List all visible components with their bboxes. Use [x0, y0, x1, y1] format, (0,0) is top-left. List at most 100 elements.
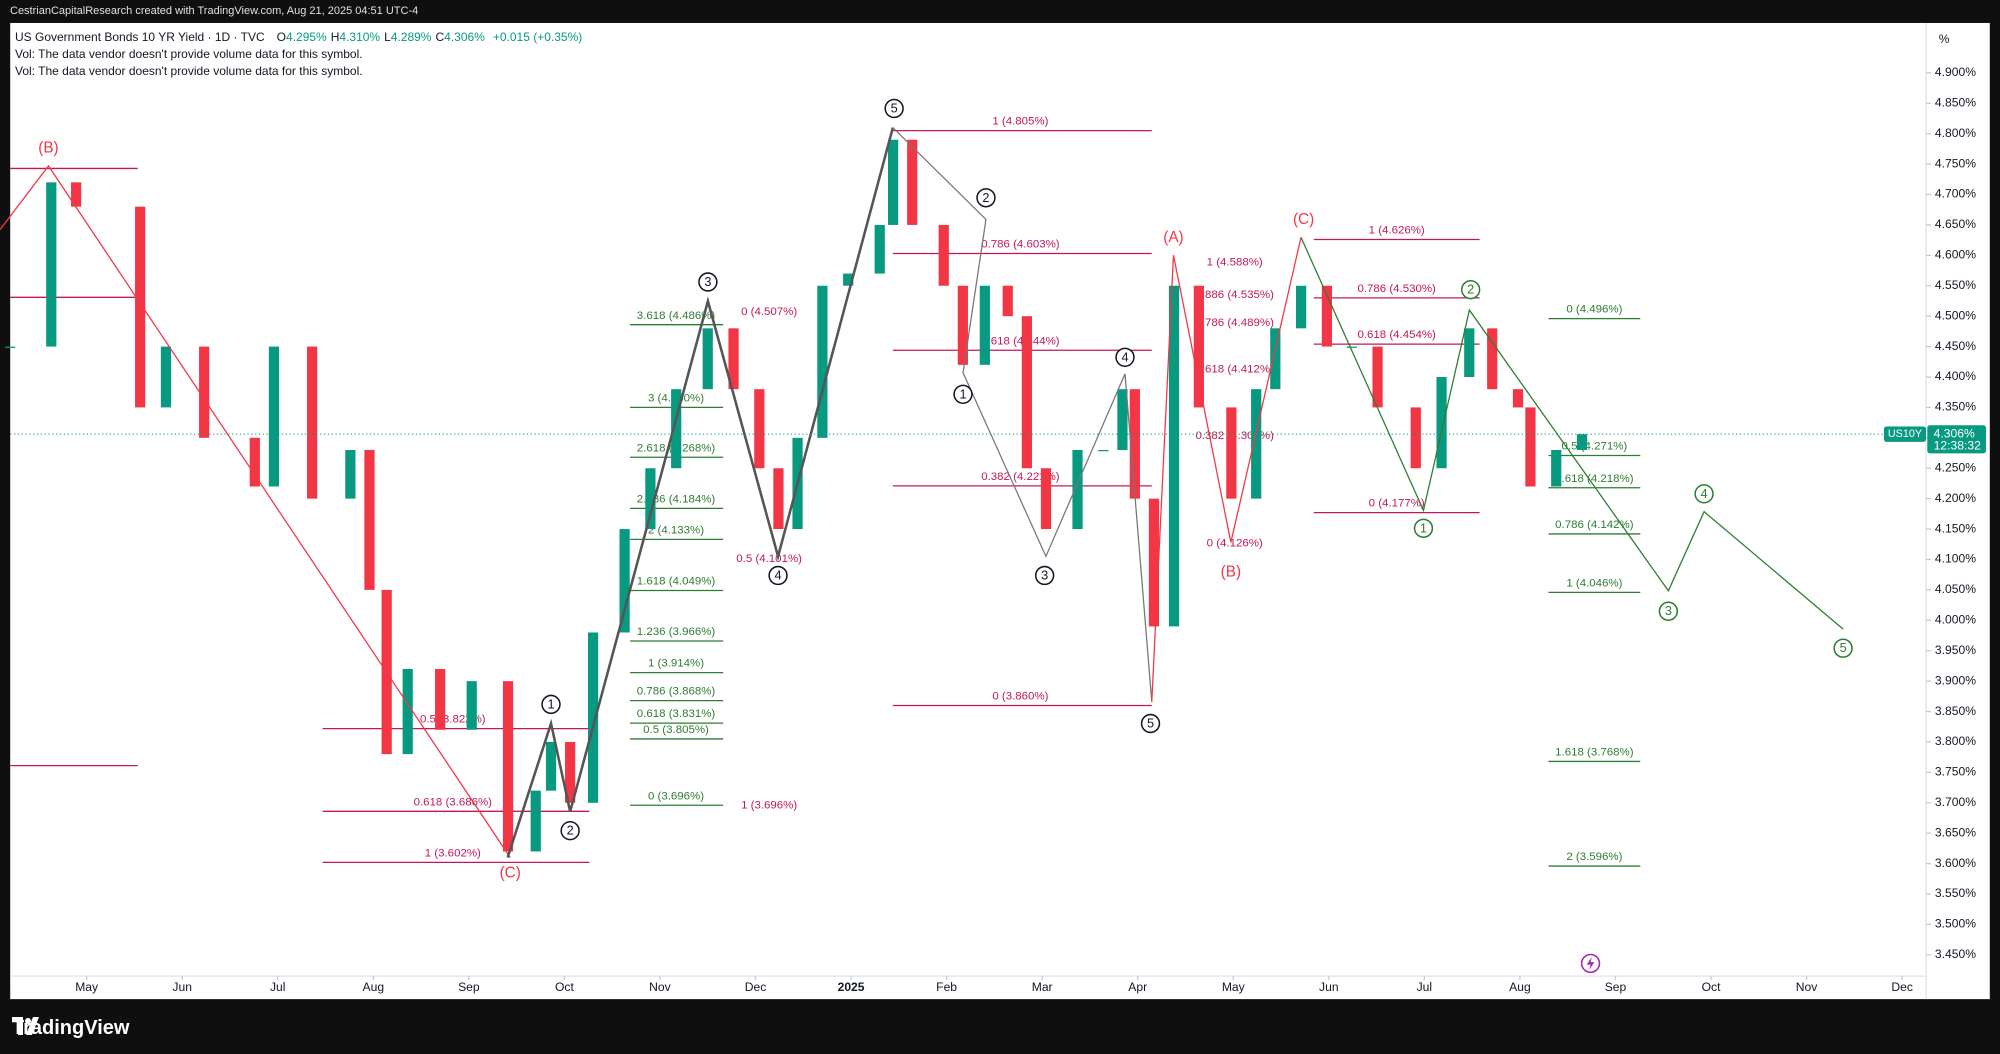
y-tick-label: 3.850%: [1935, 704, 1976, 718]
fib-label: 0.618 (4.454%): [1357, 329, 1436, 341]
fib-label: 0.786 (3.868%): [637, 686, 716, 698]
y-tick-label: 4.200%: [1935, 491, 1976, 505]
lightning-icon: [1580, 953, 1601, 974]
candle-body: [1487, 328, 1498, 390]
fib-label: 0.618 (3.686%): [414, 796, 493, 808]
candle-body: [268, 346, 280, 487]
fib-label: 0 (3.860%): [992, 691, 1048, 703]
fib-label: 1.618 (3.768%): [1555, 747, 1634, 759]
fib-layer: 1 (4.805%) 0.786 (4.603%) 0.618 (4.444%) 0.…: [10, 116, 1641, 867]
y-tick-label: 3.800%: [1935, 734, 1976, 748]
candle-body: [1117, 389, 1128, 450]
wave-label: 3: [1665, 603, 1672, 618]
wave-circle: [560, 820, 580, 841]
x-tick-label: Feb: [936, 980, 957, 994]
y-tick-label: 4.000%: [1935, 613, 1976, 627]
wave-circle: [1833, 638, 1853, 658]
candle-body: [71, 182, 82, 207]
y-tick-label: 4.650%: [1935, 217, 1976, 231]
x-tick-label: Oct: [1702, 980, 1721, 994]
wave-label: 4: [1121, 349, 1128, 364]
chart-background: [10, 22, 1990, 1000]
legend: US Government Bonds 10 YR Yield · 1D · T…: [15, 29, 586, 80]
fib-label: 0.886 (4.535%): [1195, 289, 1274, 301]
candle-body: [1168, 285, 1180, 627]
fib-label: 0.5 (4.271%): [1562, 441, 1628, 453]
y-tick-label: 4.400%: [1935, 369, 1976, 383]
wave-label: 5: [1147, 716, 1154, 731]
wave-circle: [1115, 347, 1135, 367]
y-tick-label: 4.850%: [1935, 95, 1976, 109]
candle-body: [364, 449, 375, 590]
fib-label: 0 (4.507%): [741, 306, 797, 318]
wave-label: 1: [547, 696, 554, 711]
countdown-text: 12:38:32: [1934, 438, 1981, 452]
y-tick-label: 4.900%: [1935, 65, 1976, 79]
wave-circle: [1034, 565, 1055, 586]
candle-body: [199, 346, 210, 438]
ohlc-value: 4.295%: [286, 30, 327, 44]
x-tick-label: Jul: [1417, 980, 1432, 994]
candle-body: [619, 529, 630, 633]
x-tick-label: 2025: [838, 980, 865, 994]
wave-circle: [698, 272, 718, 292]
candle-body: [1226, 407, 1237, 499]
x-tick-label: Aug: [363, 980, 385, 994]
wave-circle: [1460, 279, 1481, 300]
candle-body: [1512, 389, 1524, 408]
x-tick-label: Nov: [649, 980, 671, 994]
wave-label: 2: [1467, 282, 1474, 297]
candle-body: [773, 468, 784, 530]
candle-body: [938, 224, 949, 286]
y-tick-label: 4.150%: [1935, 521, 1976, 535]
candle-body: [1321, 285, 1333, 347]
ohlc-key: L: [384, 30, 391, 44]
fib-label: 0.786 (4.603%): [981, 239, 1060, 251]
candle-body: [1346, 346, 1357, 348]
wave-label: (A): [1163, 229, 1183, 246]
candle-body: [754, 389, 765, 469]
fib-label: 0.786 (4.142%): [1555, 519, 1634, 531]
fib-label: 0.5 (3.805%): [643, 724, 709, 736]
y-tick-label: 4.800%: [1935, 126, 1976, 140]
wave-circle: [1140, 713, 1161, 734]
y-tick-label: 4.250%: [1935, 460, 1976, 474]
candle-body: [435, 668, 446, 730]
ohlc-key: H: [330, 30, 340, 44]
price-tag-text: 4.306%: [1934, 426, 1975, 440]
symbol-tag: [1883, 426, 1927, 442]
fib-label: 0.5 (4.101%): [736, 553, 802, 565]
candle-body: [135, 206, 146, 408]
candle-body: [979, 285, 990, 365]
wave-circle: [768, 565, 788, 586]
candle-body: [1372, 346, 1383, 408]
x-tick-label: Sep: [1605, 980, 1627, 994]
x-tick-label: Jun: [172, 980, 192, 994]
fib-label: 2 (4.133%): [648, 525, 704, 537]
price-tag: [1927, 425, 1986, 454]
wave-label: (B): [38, 140, 58, 157]
wave-line: [506, 127, 895, 858]
wave-circle: [953, 384, 973, 404]
x-tick-label: May: [75, 980, 99, 994]
fib-label: 0.618 (4.444%): [981, 335, 1060, 347]
ohlc: O4.295% H4.310% L4.289% C4.306%: [277, 30, 489, 44]
wave-circle: [1658, 601, 1679, 621]
candle-body: [1296, 285, 1307, 329]
x-tick-label: Mar: [1032, 980, 1053, 994]
logo: TradingView: [12, 1017, 129, 1040]
fib-label: 0.786 (4.489%): [1195, 317, 1274, 329]
wave-circle: [976, 188, 996, 208]
fib-label: 3.618 (4.486%): [637, 310, 716, 322]
fib-label: 1.618 (4.049%): [637, 576, 716, 588]
y-tick-label: 3.700%: [1935, 795, 1976, 809]
x-tick-label: May: [1222, 980, 1246, 994]
fib-label: 1 (4.805%): [992, 116, 1048, 128]
y-tick-label: 4.100%: [1935, 552, 1976, 566]
candle-body: [1270, 328, 1281, 390]
wave-label: 2: [567, 823, 574, 838]
wave-line: [892, 127, 1153, 702]
